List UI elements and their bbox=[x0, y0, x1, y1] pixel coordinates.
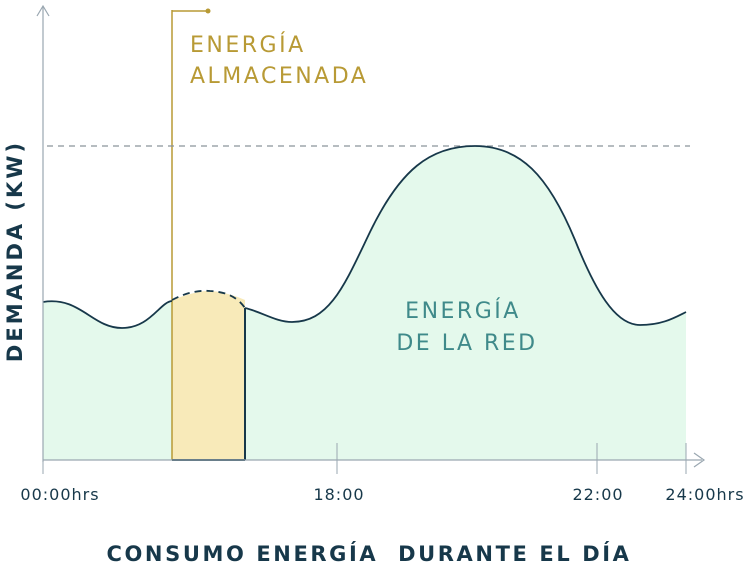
stored-energy-pointer-dot bbox=[205, 8, 211, 14]
x-tick-label-2: 22:00 bbox=[572, 485, 623, 504]
x-tick-label-1: 18:00 bbox=[313, 485, 364, 504]
x-axis-arrow bbox=[693, 452, 706, 468]
stored-energy-label-line1: ENERGÍA bbox=[190, 32, 306, 58]
x-tick-label-3: 24:00hrs bbox=[665, 485, 744, 504]
stored-energy-top bbox=[172, 290, 245, 460]
y-axis-label: DEMANDA (KW) bbox=[3, 140, 27, 362]
demand-curve-shaved bbox=[171, 289, 246, 309]
grid-energy-label-line1: ENERGÍA bbox=[405, 298, 521, 324]
demand-curve-right bbox=[244, 145, 687, 326]
demand-curve bbox=[42, 300, 173, 329]
x-tick-label-0: 00:00hrs bbox=[20, 485, 99, 504]
y-axis-arrow bbox=[36, 4, 50, 17]
stored-energy-label-line2: ALMACENADA bbox=[190, 64, 368, 89]
chart-title: CONSUMO ENERGÍA DURANTE EL DÍA bbox=[106, 541, 631, 566]
grid-energy-area bbox=[43, 146, 686, 460]
grid-energy-label-line2: DE LA RED bbox=[396, 331, 537, 356]
